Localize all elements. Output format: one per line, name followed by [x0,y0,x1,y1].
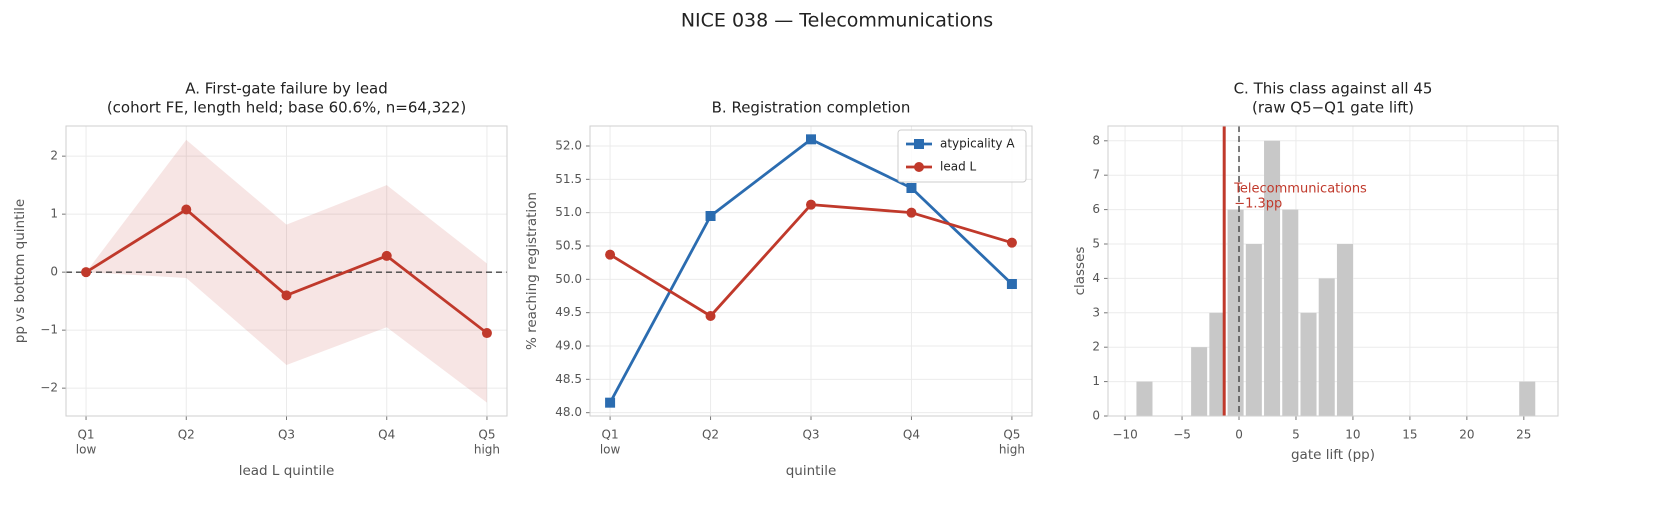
highlight-label: −1.3pp [1234,196,1282,211]
marker [1006,279,1017,289]
y-tick-label: 7 [1092,168,1100,182]
panel-title: A. First-gate failure by lead [185,80,388,98]
x-tick-label: 0 [1235,428,1243,442]
marker [906,207,917,218]
x-tick-sublabel: high [474,443,500,457]
y-tick-label: 0 [1092,409,1100,423]
x-tick-label: Q2 [702,428,719,442]
marker [806,134,816,145]
marker [806,199,816,210]
x-tick-label: Q5 [478,428,495,442]
histogram-bar [1245,243,1262,416]
marker [181,204,192,215]
histogram-bar [1282,209,1299,416]
histogram-bar [1264,140,1281,416]
y-tick-label: −2 [40,381,58,395]
y-tick-label: 49.0 [555,339,582,353]
x-tick-label: Q3 [802,428,819,442]
histogram-bar [1336,243,1353,416]
x-tick-sublabel: low [600,443,621,457]
x-axis-label: gate lift (pp) [1291,447,1375,463]
panel-title: (cohort FE, length held; base 60.6%, n=6… [107,99,466,117]
x-tick-label: 5 [1292,428,1300,442]
y-tick-label: 6 [1092,202,1100,216]
marker [381,250,392,261]
y-tick-label: 52.0 [555,139,582,153]
figure-title: NICE 038 — Telecommunications [681,10,993,32]
marker [605,249,616,260]
y-tick-label: 0 [50,265,58,279]
y-tick-label: 50.5 [555,239,582,253]
legend-label: atypicality A [940,137,1015,151]
histogram-bar [1227,209,1244,416]
marker [1006,237,1017,248]
x-tick-label: 20 [1459,428,1474,442]
marker [81,267,92,278]
x-tick-sublabel: low [76,443,97,457]
plot-frame [589,125,1033,417]
histogram-bar [1136,381,1153,416]
histogram-bar [1318,278,1335,416]
plot-frame [65,125,508,417]
x-tick-label: Q5 [1003,428,1020,442]
y-axis-label: classes [1072,247,1088,296]
x-tick-label: Q1 [602,428,619,442]
x-tick-label: Q2 [178,428,195,442]
y-tick-label: 1 [1092,374,1100,388]
x-tick-label: −10 [1112,428,1137,442]
panel-title: (raw Q5−Q1 gate lift) [1252,99,1414,117]
y-tick-label: 4 [1092,271,1100,285]
plot-frame [1107,125,1559,417]
y-axis-label: pp vs bottom quintile [12,199,28,343]
marker [906,183,917,193]
legend-label: lead L [940,160,977,174]
y-tick-label: 49.5 [555,305,582,319]
x-tick-label: 15 [1402,428,1417,442]
legend-marker [914,162,924,172]
x-tick-label: Q4 [903,428,920,442]
marker [281,290,292,301]
marker [705,311,716,321]
y-tick-label: 5 [1092,236,1100,250]
y-tick-label: 48.5 [555,372,582,386]
x-axis-label: quintile [786,463,837,479]
x-tick-label: 25 [1516,428,1531,442]
x-tick-label: −5 [1173,428,1191,442]
x-tick-label: Q1 [77,428,94,442]
y-axis-label: % reaching registration [524,192,540,350]
histogram-bar [1209,312,1226,416]
x-tick-label: Q3 [278,428,295,442]
y-tick-label: 8 [1092,133,1100,147]
histogram-bar [1300,312,1317,416]
histogram-bar [1519,381,1536,416]
histogram-bar [1191,347,1208,416]
y-tick-label: 51.0 [555,205,582,219]
marker [605,397,616,408]
marker [705,211,716,221]
legend-marker [914,139,924,149]
highlight-label: Telecommunications [1233,181,1367,196]
marker [481,328,492,339]
y-tick-label: 1 [50,207,58,221]
y-tick-label: 2 [1092,340,1100,354]
y-tick-label: 51.5 [555,172,582,186]
y-tick-label: 3 [1092,305,1100,319]
panel-title: C. This class against all 45 [1234,80,1433,98]
panel-title: B. Registration completion [712,99,911,117]
y-tick-label: 48.0 [555,405,582,419]
x-tick-sublabel: high [999,443,1025,457]
x-tick-label: 10 [1345,428,1360,442]
x-axis-label: lead L quintile [239,463,335,479]
y-tick-label: 50.0 [555,272,582,286]
x-tick-label: Q4 [378,428,395,442]
y-tick-label: −1 [40,323,58,337]
y-tick-label: 2 [50,149,58,163]
